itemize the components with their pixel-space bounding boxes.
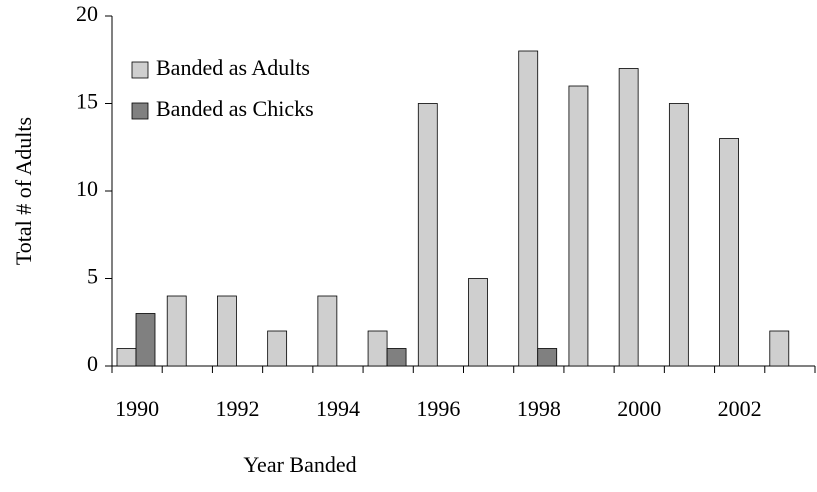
bar [719,138,739,367]
x-tick-label: 1996 [416,396,460,421]
bar [468,278,488,367]
bar [116,348,137,367]
x-tick-label: 1994 [316,396,360,421]
bar [568,85,589,367]
bar [166,295,187,367]
legend-swatch [131,102,149,120]
bar [618,68,639,367]
y-tick-label: 0 [87,351,98,376]
bar [317,295,338,367]
y-tick-label: 20 [76,1,98,26]
legend-label: Banded as Chicks [156,96,314,121]
legend-label: Banded as Adults [156,55,310,80]
bar [367,330,388,367]
bar [267,330,288,367]
bar [135,313,156,367]
y-tick-label: 10 [76,176,98,201]
x-tick-label: 2000 [617,396,661,421]
y-tick-label: 5 [87,264,98,289]
bar [217,295,237,367]
bar [417,103,438,367]
bar [769,330,790,367]
x-tick-label: 1992 [216,396,260,421]
x-tick-label: 2002 [718,396,762,421]
bar [386,348,407,367]
y-tick-label: 15 [76,89,98,114]
legend-swatch [131,61,149,79]
x-axis-label: Year Banded [243,452,356,477]
y-axis-label: Total # of Adults [11,117,36,265]
bar [668,103,689,367]
x-tick-label: 1990 [115,396,159,421]
x-tick-label: 1998 [517,396,561,421]
bar [537,348,558,367]
bar [518,50,539,367]
